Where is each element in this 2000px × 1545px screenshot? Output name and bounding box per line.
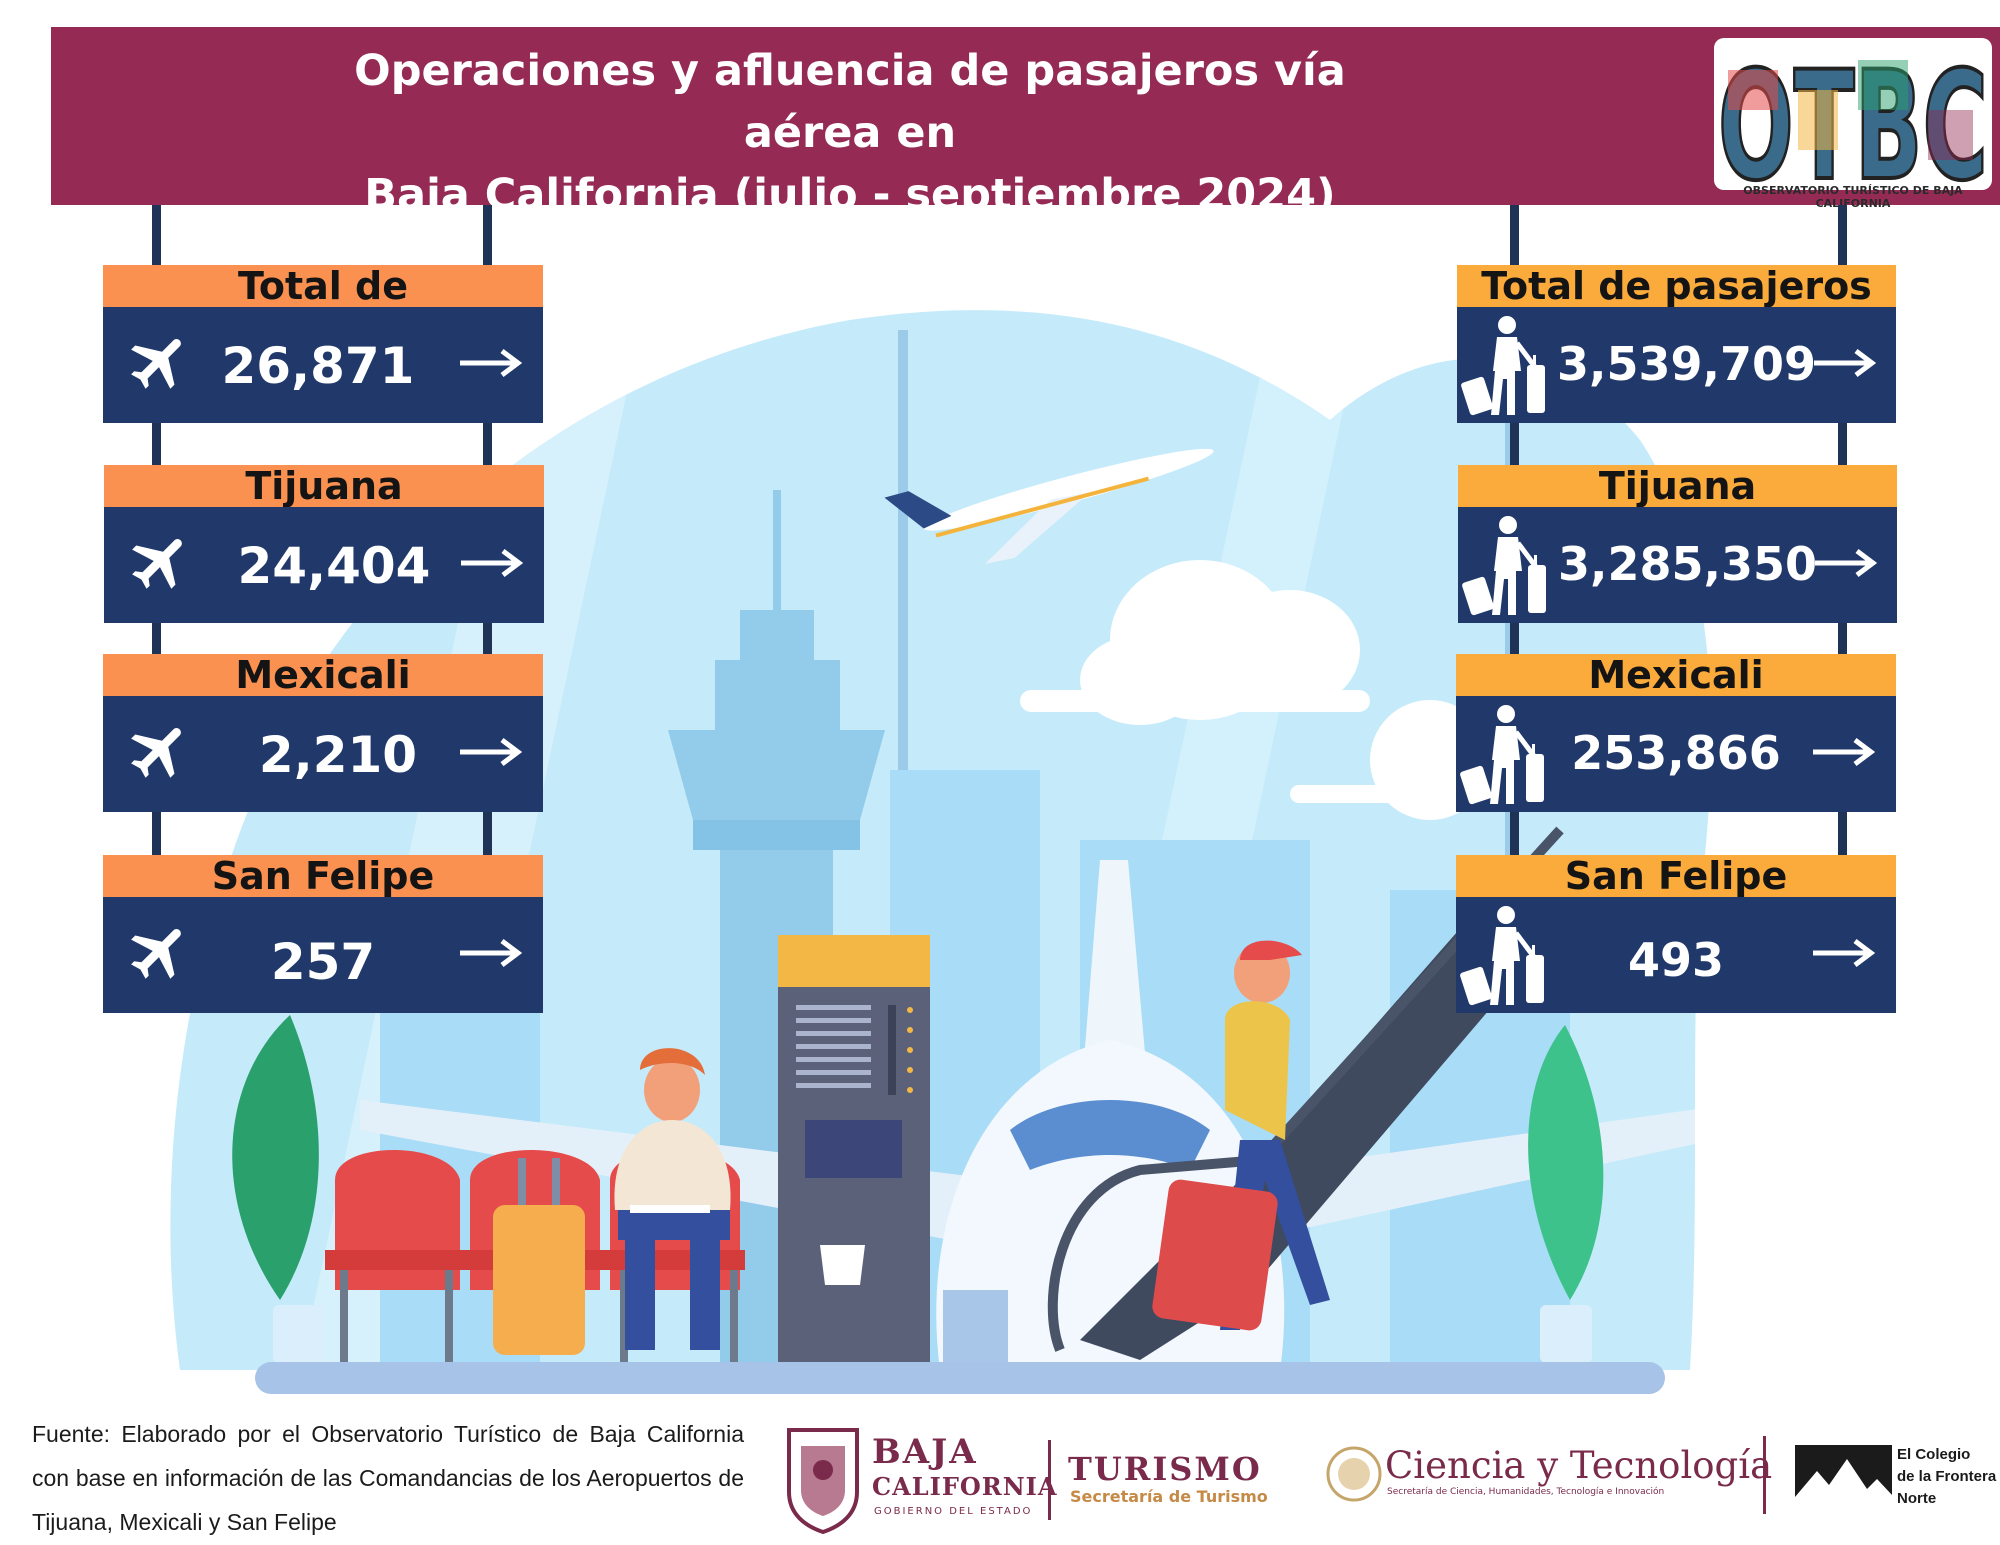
source-note: Fuente: Elaborado por el Observatorio Tu… bbox=[32, 1421, 744, 1535]
ciencia-tecnologia-subtitle: Secretaría de Ciencia, Humanidades, Tecn… bbox=[1387, 1487, 1665, 1497]
sign-title: Total de pasajeros bbox=[1457, 265, 1896, 307]
sign-title: Tijuana bbox=[104, 465, 544, 507]
logo-text: OTBC bbox=[1718, 40, 1988, 202]
airplane-icon bbox=[131, 929, 181, 979]
colef-logo-line2: de la Frontera bbox=[1897, 1468, 1997, 1485]
baja-california-shield-icon bbox=[787, 1428, 859, 1534]
airplane-icon bbox=[131, 339, 181, 389]
operations-total-value: 26,871 bbox=[221, 337, 415, 395]
logo-divider bbox=[1048, 1440, 1051, 1520]
arrow-right-icon bbox=[1814, 349, 1877, 377]
title-line-1: Operaciones y afluencia de pasajeros vía… bbox=[354, 46, 1346, 158]
passengers-san-felipe-value: 493 bbox=[1627, 933, 1725, 987]
traveler-icon bbox=[1460, 906, 1544, 1006]
baja-california-logo-line1: BAJA bbox=[872, 1432, 978, 1472]
arrow-right-icon bbox=[1815, 549, 1878, 577]
sign-panel: 3,285,350 bbox=[1458, 507, 1897, 623]
colef-logo-line3: Norte bbox=[1897, 1490, 1937, 1507]
passengers-tijuana-value: 3,285,350 bbox=[1558, 537, 1817, 591]
passengers-total-sign: Total de pasajeros 3,539,709 bbox=[1457, 265, 1896, 423]
header-banner bbox=[51, 27, 2000, 205]
sign-panel: 253,866 bbox=[1456, 696, 1896, 812]
operations-mexicali-sign: Mexicali 2,210 bbox=[103, 654, 543, 812]
sign-panel: 24,404 bbox=[104, 507, 544, 623]
sign-panel: 493 bbox=[1456, 897, 1896, 1013]
sign-title: San Felipe bbox=[103, 855, 543, 897]
ciencia-tecnologia-logo: Ciencia y Tecnología bbox=[1385, 1444, 1773, 1487]
airplane-icon bbox=[131, 728, 181, 778]
arrow-right-icon bbox=[460, 349, 523, 377]
arrow-right-icon bbox=[1813, 939, 1876, 967]
colef-mountain-icon bbox=[1795, 1445, 1892, 1509]
sign-panel: 3,539,709 bbox=[1457, 307, 1896, 423]
traveler-icon bbox=[1460, 705, 1544, 805]
mexico-seal-icon bbox=[1326, 1446, 1382, 1502]
arrow-right-icon bbox=[461, 549, 524, 577]
logo-subtitle: OBSERVATORIO TURÍSTICO DE BAJA CALIFORNI… bbox=[1743, 184, 1963, 210]
page-title: Operaciones y afluencia de pasajeros vía… bbox=[300, 40, 1400, 226]
traveler-icon bbox=[1461, 316, 1545, 416]
sign-title: Mexicali bbox=[103, 654, 543, 696]
otbc-logo: OTBC bbox=[1714, 38, 1992, 202]
arrow-right-icon bbox=[1813, 738, 1876, 766]
passengers-tijuana-sign: Tijuana 3,285,350 bbox=[1458, 465, 1897, 623]
passengers-total-value: 3,539,709 bbox=[1557, 337, 1816, 391]
operations-total-sign: Total de operaciones 26,871 bbox=[103, 265, 543, 423]
sign-title: San Felipe bbox=[1456, 855, 1896, 897]
airplane-icon bbox=[132, 539, 182, 589]
passengers-mexicali-value: 253,866 bbox=[1571, 726, 1781, 780]
operations-san-felipe-sign: San Felipe 257 bbox=[103, 855, 543, 1013]
passengers-san-felipe-sign: San Felipe 493 bbox=[1456, 855, 1896, 1013]
sign-panel: 2,210 bbox=[103, 696, 543, 812]
operations-tijuana-sign: Tijuana 24,404 bbox=[104, 465, 544, 623]
sign-title: Mexicali bbox=[1456, 654, 1896, 696]
sign-panel: 257 bbox=[103, 897, 543, 1013]
logo-divider bbox=[1763, 1436, 1766, 1514]
colef-logo-line1: El Colegio bbox=[1897, 1446, 1971, 1463]
arrow-right-icon bbox=[460, 738, 523, 766]
baja-california-logo-line2: CALIFORNIA bbox=[872, 1472, 1058, 1501]
operations-tijuana-value: 24,404 bbox=[237, 537, 431, 595]
operations-mexicali-value: 2,210 bbox=[258, 726, 418, 784]
passengers-mexicali-sign: Mexicali 253,866 bbox=[1456, 654, 1896, 812]
turismo-logo-subtitle: Secretaría de Turismo bbox=[1070, 1487, 1268, 1506]
baja-california-logo-line3: GOBIERNO DEL ESTADO bbox=[874, 1506, 1033, 1517]
sign-title: Tijuana bbox=[1458, 465, 1897, 507]
sign-title: Total de operaciones bbox=[103, 265, 543, 349]
turismo-logo: TURISMO bbox=[1068, 1450, 1262, 1488]
title-line-2: Baja California (julio - septiembre 2024… bbox=[364, 170, 1336, 220]
operations-san-felipe-value: 257 bbox=[270, 933, 376, 991]
traveler-icon bbox=[1462, 516, 1546, 616]
arrow-right-icon bbox=[460, 939, 523, 967]
sign-panel: 26,871 bbox=[103, 307, 543, 423]
